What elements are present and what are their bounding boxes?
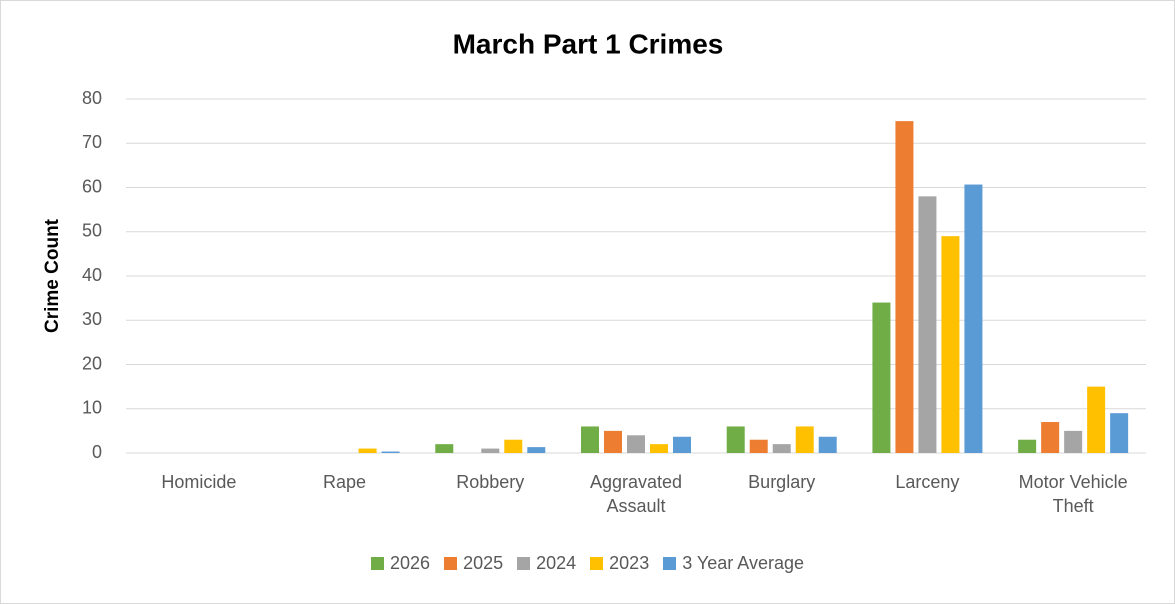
x-tick-label: Rape xyxy=(323,472,367,492)
bar xyxy=(504,439,523,453)
legend-label: 2025 xyxy=(463,553,504,573)
x-tick-label: Burglary xyxy=(748,472,816,492)
legend-label: 2023 xyxy=(609,553,650,573)
legend-item: 2025 xyxy=(444,553,503,574)
y-tick-label: 70 xyxy=(82,132,102,152)
y-tick-label: 30 xyxy=(82,309,102,329)
x-tick-label: Motor Vehicle Theft xyxy=(1018,472,1128,516)
legend-swatch xyxy=(517,557,531,570)
x-tick-label: Robbery xyxy=(456,472,525,492)
bar xyxy=(941,236,960,453)
bar xyxy=(726,426,745,453)
bar xyxy=(749,439,768,453)
legend-item: 3 Year Average xyxy=(663,553,804,574)
chart-title: March Part 1 Crimes xyxy=(453,28,724,59)
y-tick-label: 10 xyxy=(82,398,102,418)
y-tick-label: 0 xyxy=(92,442,102,462)
legend-label: 3 Year Average xyxy=(682,553,804,573)
bar xyxy=(1110,413,1129,453)
bar xyxy=(918,196,937,453)
bar xyxy=(650,444,668,453)
y-tick-label: 50 xyxy=(82,221,102,241)
bar xyxy=(435,444,454,453)
bar xyxy=(527,447,546,453)
legend-item: 2023 xyxy=(590,553,649,574)
bar xyxy=(604,430,622,453)
legend-item: 2026 xyxy=(371,553,430,574)
bar xyxy=(772,444,791,453)
legend-swatch xyxy=(444,557,458,570)
y-tick-label: 40 xyxy=(82,265,102,285)
bar xyxy=(795,426,814,453)
bar xyxy=(1041,422,1060,453)
bar xyxy=(627,435,645,453)
bar xyxy=(818,436,837,453)
bar xyxy=(358,448,377,453)
x-tick-label: Homicide xyxy=(161,472,237,492)
legend: 2026 2025 2024 2023 3 Year Average xyxy=(1,553,1174,574)
bar xyxy=(1087,386,1106,453)
legend-swatch xyxy=(663,557,677,570)
legend-swatch xyxy=(590,557,604,570)
legend-item: 2024 xyxy=(517,553,576,574)
y-tick-label: 80 xyxy=(82,88,102,108)
legend-label: 2026 xyxy=(390,553,431,573)
y-tick-label: 20 xyxy=(82,353,102,373)
bar xyxy=(1064,430,1083,453)
x-tick-label: Larceny xyxy=(895,472,960,492)
bar xyxy=(964,184,983,453)
bar xyxy=(872,302,891,453)
bar xyxy=(381,451,400,453)
legend-label: 2024 xyxy=(536,553,577,573)
bar xyxy=(581,426,599,453)
x-tick-label: Aggravated Assault xyxy=(589,472,683,516)
bar xyxy=(895,121,914,453)
bar xyxy=(1018,439,1037,453)
bar xyxy=(481,448,500,453)
y-axis-title: Crime Count xyxy=(42,218,63,333)
legend-swatch xyxy=(371,557,385,570)
y-tick-label: 60 xyxy=(82,176,102,196)
bar xyxy=(673,436,691,453)
